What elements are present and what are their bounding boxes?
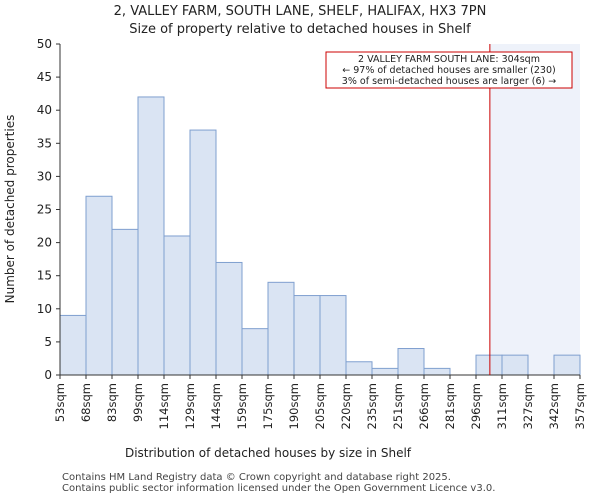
x-tick-label: 68sqm (79, 383, 93, 422)
annotation-line-1: 2 VALLEY FARM SOUTH LANE: 304sqm (358, 54, 540, 65)
x-tick-label: 114sqm (157, 383, 171, 429)
footer: Contains HM Land Registry data © Crown c… (62, 472, 495, 494)
larger-region-highlight (489, 44, 580, 375)
x-tick-label: 327sqm (521, 383, 535, 429)
x-tick-label: 342sqm (547, 383, 561, 429)
x-tick-label: 99sqm (131, 383, 145, 422)
bar (137, 96, 165, 376)
x-tick-label: 235sqm (365, 383, 379, 429)
x-tick-label: 266sqm (417, 383, 431, 429)
y-tick-label: 25 (37, 203, 52, 217)
x-tick-label: 357sqm (573, 383, 587, 429)
chart-subtitle: Size of property relative to detached ho… (129, 22, 471, 37)
annotation-line-3: 3% of semi-detached houses are larger (6… (342, 76, 556, 87)
y-tick-label: 10 (37, 302, 52, 316)
x-tick-label: 144sqm (209, 383, 223, 429)
x-tick-label: 53sqm (53, 383, 67, 422)
x-tick-label: 220sqm (339, 383, 353, 429)
x-tick-label: 311sqm (495, 383, 509, 429)
y-tick-label: 30 (37, 169, 52, 183)
x-tick-label: 281sqm (443, 383, 457, 429)
x-tick-label: 190sqm (287, 383, 301, 429)
footer-line-2: Contains public sector information licen… (62, 483, 496, 494)
chart-title-block: 2, VALLEY FARM, SOUTH LANE, SHELF, HALIF… (0, 3, 600, 39)
bar (345, 361, 373, 376)
y-tick-label: 35 (37, 136, 52, 150)
annotation-box (325, 51, 573, 89)
bar (501, 354, 529, 376)
x-tick-label: 296sqm (469, 383, 483, 429)
y-tick-label: 0 (44, 368, 52, 382)
bar (371, 367, 399, 376)
y-tick-label: 15 (37, 269, 52, 283)
bar (319, 295, 347, 376)
x-tick-label: 129sqm (183, 383, 197, 429)
chart-title: 2, VALLEY FARM, SOUTH LANE, SHELF, HALIF… (113, 4, 487, 19)
bar (241, 328, 269, 376)
bar (59, 314, 87, 376)
bar (215, 261, 243, 376)
footer-line-1: Contains HM Land Registry data © Crown c… (62, 472, 451, 483)
y-axis-label: Number of detached properties (3, 115, 17, 304)
bar (397, 348, 425, 376)
y-tick-label: 50 (37, 37, 52, 51)
x-axis-label: Distribution of detached houses by size … (125, 446, 412, 460)
y-tick-label: 40 (37, 103, 52, 117)
y-tick-label: 20 (37, 236, 52, 250)
x-tick-label: 159sqm (235, 383, 249, 429)
annotation-line-2: ← 97% of detached houses are smaller (23… (342, 65, 555, 76)
bar (85, 195, 113, 376)
x-tick-label: 175sqm (261, 383, 275, 429)
y-tick-label: 45 (37, 70, 52, 84)
bar (293, 295, 321, 376)
x-tick-label: 205sqm (313, 383, 327, 429)
bar (163, 235, 191, 376)
bar (423, 367, 451, 376)
bar (553, 354, 581, 376)
bar (267, 281, 295, 376)
x-tick-label: 83sqm (105, 383, 119, 422)
bar (189, 129, 217, 376)
y-tick-label: 5 (44, 335, 52, 349)
bar (111, 228, 139, 376)
bar (475, 354, 503, 376)
x-tick-label: 251sqm (391, 383, 405, 429)
